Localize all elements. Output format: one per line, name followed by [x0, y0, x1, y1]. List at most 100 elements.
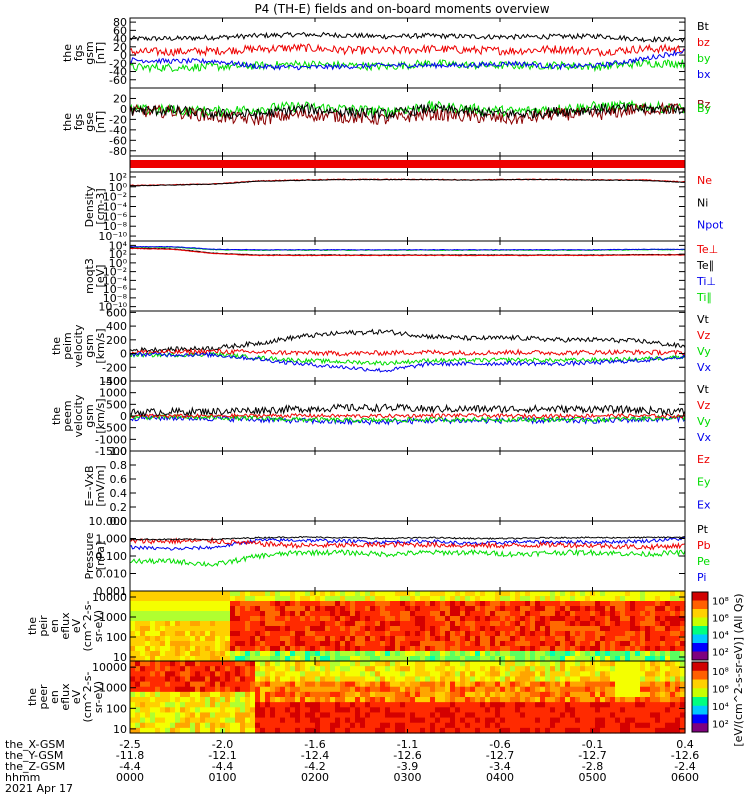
spectrogram-cell — [595, 611, 601, 617]
spectrogram-cell — [635, 646, 641, 652]
spectrogram-cell — [230, 626, 236, 632]
y-axis-label: en — [48, 690, 61, 704]
spectrogram-cell — [175, 712, 181, 719]
spectrogram-cell — [585, 661, 591, 667]
spectrogram-cell — [275, 606, 281, 612]
spectrogram-cell — [630, 616, 636, 622]
spectrogram-cell — [215, 712, 221, 719]
spectrogram-cell — [300, 631, 306, 637]
spectrogram-cell — [195, 596, 201, 602]
spectrogram-cell — [575, 591, 581, 597]
spectrogram-cell — [435, 641, 441, 647]
spectrogram-cell — [280, 656, 286, 662]
spectrogram-cell — [385, 702, 391, 708]
spectrogram-cell — [355, 641, 361, 647]
spectrogram-cell — [515, 712, 521, 719]
spectrogram-cell — [470, 616, 476, 622]
spectrogram-cell — [205, 626, 211, 632]
spectrogram-cell — [210, 646, 216, 652]
spectrogram-cell — [625, 596, 631, 602]
spectrogram-cell — [220, 601, 226, 607]
spectrogram-cell — [375, 686, 381, 693]
spectrogram-cell — [665, 681, 671, 688]
spectrogram-cell — [145, 707, 151, 714]
spectrogram-cell — [480, 611, 486, 617]
spectrogram-cell — [200, 722, 206, 729]
spectrogram-cell — [325, 661, 331, 667]
spectrogram-cell — [375, 707, 381, 714]
spectrogram-cell — [160, 636, 166, 642]
spectrogram-cell — [345, 691, 351, 698]
spectrogram-cell — [235, 691, 241, 698]
spectrogram-cell — [440, 601, 446, 607]
spectrogram-cell — [410, 676, 416, 683]
spectrogram-cell — [645, 707, 651, 714]
spectrogram-cell — [630, 646, 636, 652]
spectrogram-cell — [170, 651, 176, 657]
spectrogram-cell — [220, 686, 226, 693]
spectrogram-cell — [385, 631, 391, 637]
spectrogram-cell — [205, 681, 211, 688]
spectrogram-cell — [525, 712, 531, 719]
spectrogram-cell — [210, 686, 216, 693]
spectrogram-cell — [445, 727, 451, 734]
spectrogram-cell — [640, 651, 646, 657]
spectrogram-cell — [235, 616, 241, 622]
spectrogram-cell — [555, 641, 561, 647]
spectrogram-cell — [210, 626, 216, 632]
y-tick-label: 400 — [106, 320, 127, 333]
spectrogram-cell — [195, 686, 201, 693]
y-tick-label: -400 — [102, 375, 127, 388]
spectrogram-cell — [255, 712, 261, 719]
spectrogram-cell — [310, 707, 316, 714]
spectrogram-cell — [615, 626, 621, 632]
spectrogram-cell — [460, 641, 466, 647]
spectrogram-cell — [355, 661, 361, 667]
spectrogram-cell — [350, 631, 356, 637]
spectrogram-cell — [610, 601, 616, 607]
spectrogram-cell — [175, 651, 181, 657]
spectrogram-cell — [190, 722, 196, 729]
series-line-Vz — [129, 348, 686, 357]
spectrogram-cell — [550, 656, 556, 662]
y-axis-label: eflux — [59, 612, 72, 640]
spectrogram-cell — [385, 591, 391, 597]
spectrogram-cell — [630, 641, 636, 647]
spectrogram-cell — [565, 621, 571, 627]
spectrogram-cell — [360, 641, 366, 647]
spectrogram-cell — [620, 666, 626, 672]
spectrogram-cell — [520, 636, 526, 642]
spectrogram-cell — [160, 611, 166, 617]
spectrogram-cell — [665, 646, 671, 652]
spectrogram-cell — [575, 676, 581, 683]
y-tick-label: 0.6 — [110, 473, 128, 486]
spectrogram-cell — [565, 596, 571, 602]
spectrogram-cell — [585, 712, 591, 719]
spectrogram-cell — [640, 621, 646, 627]
spectrogram-cell — [370, 722, 376, 729]
spectrogram-cell — [515, 661, 521, 667]
spectrogram-cell — [135, 591, 141, 597]
spectrogram-cell — [385, 616, 391, 622]
spectrogram-cell — [430, 697, 436, 703]
spectrogram-cell — [190, 727, 196, 734]
spectrogram-cell — [340, 641, 346, 647]
x-column-value: -3.9 — [397, 760, 418, 773]
spectrogram-cell — [470, 717, 476, 724]
spectrogram-cell — [650, 626, 656, 632]
spectrogram-cell — [510, 661, 516, 667]
spectrogram-cell — [490, 611, 496, 617]
spectrogram-cell — [580, 691, 586, 698]
spectrogram-cell — [465, 691, 471, 698]
spectrogram-cell — [630, 681, 636, 688]
spectrogram-cell — [620, 606, 626, 612]
spectrogram-cell — [660, 686, 666, 693]
spectrogram-cell — [420, 641, 426, 647]
spectrogram-cell — [195, 591, 201, 597]
spectrogram-cell — [390, 676, 396, 683]
spectrogram-cell — [520, 686, 526, 693]
spectrogram-cell — [650, 686, 656, 693]
spectrogram-cell — [495, 651, 501, 657]
spectrogram-cell — [660, 606, 666, 612]
spectrogram-cell — [635, 691, 641, 698]
